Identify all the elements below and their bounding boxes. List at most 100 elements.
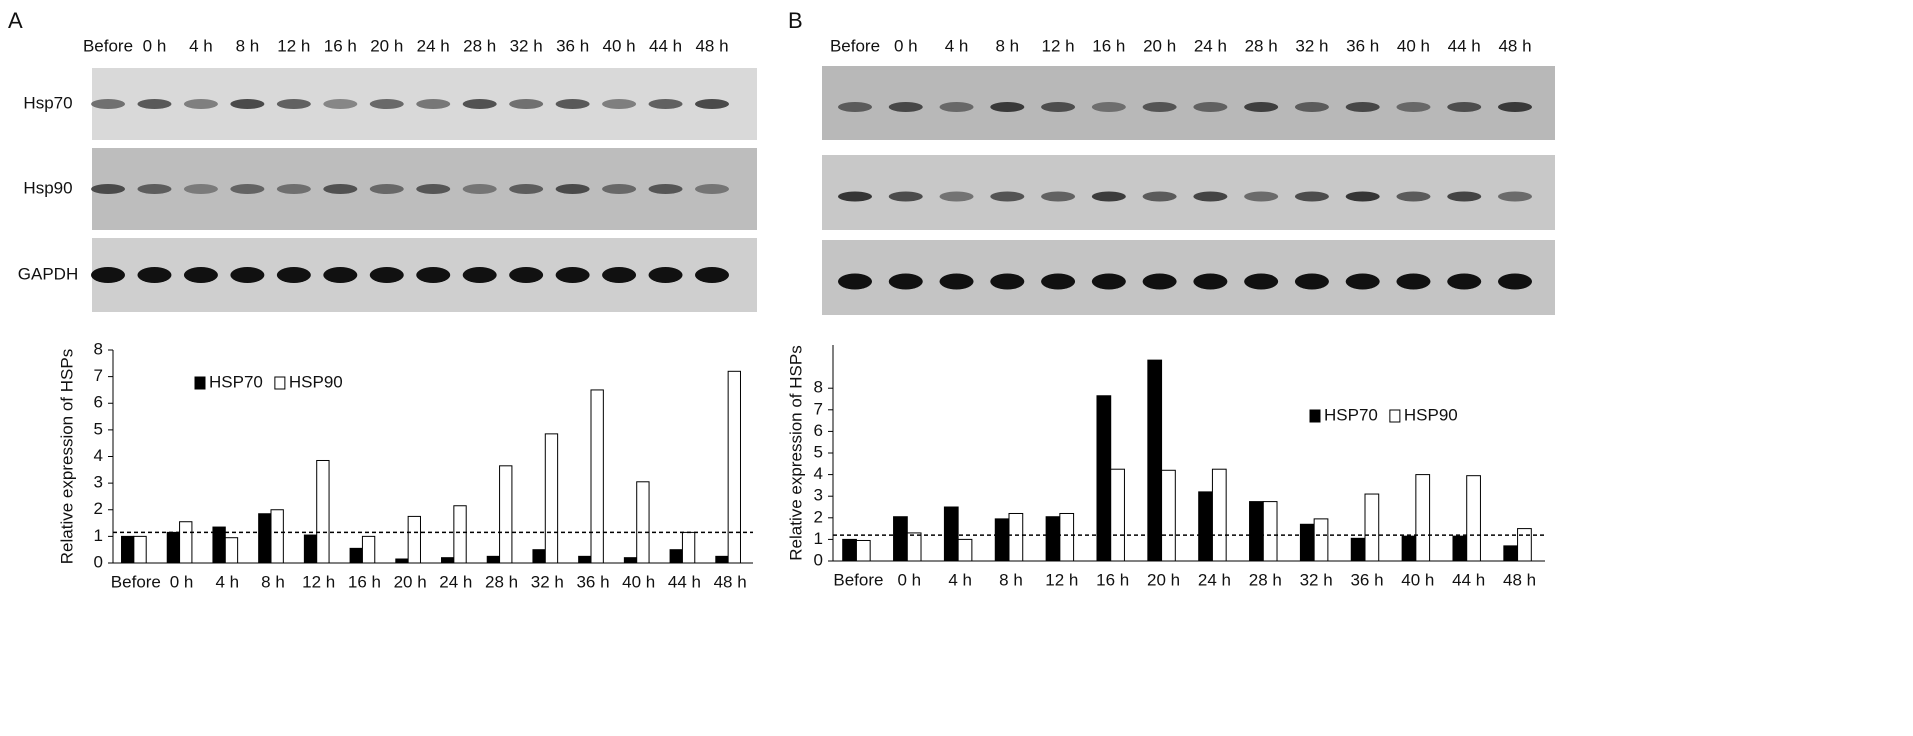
bar — [1161, 469, 1176, 562]
lane-label: 12 h — [277, 36, 310, 55]
lane-label: 32 h — [510, 36, 543, 55]
blot-band — [416, 184, 451, 194]
legend-swatch — [1309, 409, 1321, 423]
lane-label: 16 h — [324, 36, 357, 55]
bar — [893, 516, 908, 562]
y-tick-label: 5 — [94, 419, 103, 438]
bar — [842, 538, 857, 562]
x-tick-label: 0 h — [897, 570, 921, 589]
lane-label: 4 h — [189, 36, 213, 55]
x-tick-label: 36 h — [576, 572, 609, 591]
lane-label: 8 h — [236, 36, 260, 55]
lane-label: 44 h — [1448, 36, 1481, 55]
bar — [532, 549, 546, 564]
lane-label: 24 h — [1194, 36, 1227, 55]
blot-band — [990, 191, 1025, 202]
blot-band — [1447, 102, 1482, 112]
blot-band — [1294, 273, 1329, 290]
blot-band — [137, 184, 172, 194]
blot-panel — [822, 240, 1555, 315]
lane-label: 24 h — [417, 36, 450, 55]
bar — [715, 555, 729, 564]
blot-band — [323, 267, 358, 283]
x-tick-label: 40 h — [1401, 570, 1434, 589]
bar — [1503, 545, 1519, 562]
blot-band — [1396, 102, 1431, 112]
y-tick-label: 7 — [94, 366, 103, 385]
blot-band — [1498, 102, 1532, 112]
blot-band — [1396, 273, 1431, 290]
bar — [578, 555, 592, 564]
bar — [943, 506, 959, 562]
panel-label: A — [8, 8, 23, 33]
blot-band — [602, 184, 637, 194]
y-axis-label: Relative expression of HSPs — [57, 349, 76, 564]
blot-band — [369, 267, 404, 283]
blot-band — [183, 184, 218, 194]
blot-band — [323, 99, 358, 109]
lane-label: 44 h — [649, 36, 682, 55]
bar — [1249, 501, 1264, 562]
blot-band — [939, 102, 974, 112]
legend-label: HSP90 — [289, 372, 343, 391]
bar — [1350, 537, 1366, 562]
blot-band — [1345, 273, 1380, 290]
blot-panel — [92, 68, 757, 140]
bar — [133, 535, 147, 564]
blot-band — [1345, 102, 1380, 112]
blot-band — [462, 184, 497, 194]
blot-band — [648, 267, 683, 283]
blot-band — [1091, 191, 1126, 202]
bar — [1045, 516, 1061, 562]
x-tick-label: 28 h — [485, 572, 518, 591]
bar — [623, 557, 638, 564]
bar — [1517, 528, 1532, 562]
blot-band — [838, 102, 872, 112]
blot-band — [1244, 102, 1279, 112]
x-tick-label: 8 h — [999, 570, 1023, 589]
y-tick-label: 3 — [814, 486, 823, 505]
blot-band — [183, 267, 218, 283]
blot-band — [1244, 273, 1279, 290]
x-tick-label: 0 h — [170, 572, 194, 591]
y-tick-label: 0 — [94, 552, 103, 571]
x-tick-label: 16 h — [348, 572, 381, 591]
y-tick-label: 4 — [814, 464, 823, 483]
blot-band — [369, 99, 404, 109]
blot-band — [1091, 102, 1126, 112]
y-tick-label: 8 — [94, 339, 103, 358]
bar — [486, 555, 501, 564]
lane-label: 0 h — [143, 36, 167, 55]
blot-band — [276, 99, 311, 109]
blot-band — [648, 184, 683, 194]
blot-band — [369, 184, 404, 194]
bar — [1466, 475, 1481, 562]
blot-band — [509, 267, 544, 283]
bar — [727, 370, 741, 564]
y-tick-label: 0 — [814, 550, 823, 569]
blot-band — [990, 273, 1025, 290]
blot-band — [323, 184, 358, 194]
bar — [361, 535, 376, 564]
x-tick-label: 16 h — [1096, 570, 1129, 589]
blot-band — [137, 99, 172, 109]
bar — [1401, 535, 1417, 562]
blot-band — [1498, 273, 1532, 290]
legend-label: HSP70 — [1324, 405, 1378, 424]
y-tick-label: 4 — [94, 446, 103, 465]
bar — [669, 549, 683, 564]
blot-band — [939, 273, 974, 290]
blot-band — [555, 184, 590, 194]
blot-band — [648, 99, 683, 109]
blot-band — [888, 102, 923, 112]
lane-label: Before — [83, 36, 133, 55]
x-tick-label: 44 h — [668, 572, 701, 591]
blot-band — [1142, 102, 1177, 112]
blot-band — [602, 267, 637, 283]
blot-band — [838, 191, 872, 202]
y-tick-label: 8 — [814, 378, 823, 397]
bar — [349, 547, 363, 564]
bar — [681, 531, 696, 564]
bar — [258, 513, 272, 564]
bar — [316, 459, 330, 564]
